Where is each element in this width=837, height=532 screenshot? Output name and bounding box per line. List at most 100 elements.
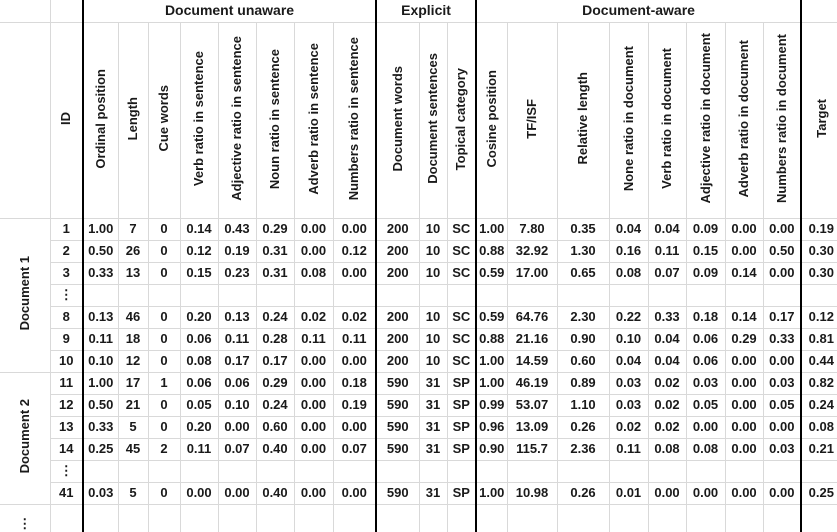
table-cell: 0.16	[609, 240, 649, 263]
table-cell	[375, 460, 420, 483]
cell-text: 0.26	[570, 485, 596, 501]
cell-text: 0.00	[300, 419, 327, 435]
cell-text: 0.06	[692, 331, 719, 347]
cell-text: 0.26	[570, 419, 596, 435]
table-cell: 0	[148, 240, 181, 263]
cell-text: 1.00	[479, 375, 505, 391]
cell-text: 0.03	[615, 397, 642, 413]
table-cell: 0.04	[609, 218, 649, 241]
table-cell: 0.11	[82, 328, 119, 351]
row-group-label: Document 2	[0, 372, 51, 505]
column-header: Ordinal position	[82, 22, 119, 219]
cell-text: 0.00	[769, 265, 795, 281]
table-cell: 0.26	[557, 416, 610, 439]
table-cell	[294, 460, 334, 483]
table-cell: 0.00	[333, 262, 377, 285]
column-header: ID	[50, 22, 84, 219]
cell-text: 0.10	[615, 331, 642, 347]
cell-text: 0.00	[341, 265, 367, 281]
table-cell	[294, 284, 334, 307]
cell-text: 10	[425, 309, 441, 325]
cell-text: SP	[452, 485, 470, 501]
ellipsis-cell: ⋮	[50, 284, 84, 307]
table-cell: 1.00	[475, 372, 508, 395]
table-cell: 0	[148, 350, 181, 373]
column-header: Cue words	[148, 22, 181, 219]
cell-text: 0.04	[615, 353, 642, 369]
table-cell: 21.16	[507, 328, 558, 351]
table-row: 14 0.25 45 2 0.11 0.07 0.40 0.00 0.07 590 31 SP 0.90…	[0, 438, 837, 461]
table-cell: 0.31	[256, 262, 295, 285]
table-cell	[557, 284, 610, 307]
table-cell: 0	[148, 306, 181, 329]
table-cell: 10	[419, 306, 448, 329]
table-cell: 0.00	[763, 482, 802, 505]
row-id-cell: 13	[50, 416, 84, 439]
cell-text: 0.03	[88, 485, 114, 501]
table-cell: 0.04	[648, 218, 687, 241]
table-cell: 0.18	[333, 372, 377, 395]
table-cell	[447, 284, 477, 307]
cell-text: 0.00	[692, 485, 719, 501]
table-cell	[333, 284, 377, 307]
column-header-row: ID Ordinal position Length Cue words Verb ra…	[0, 22, 837, 219]
table-cell: SP	[447, 416, 477, 439]
table-cell: 0.03	[763, 372, 802, 395]
cell-text: 0.04	[654, 331, 680, 347]
cell-text: 0.14	[731, 309, 757, 325]
cell-text: 200	[386, 309, 409, 325]
cell-text: 590	[386, 441, 409, 457]
table-cell: 0.89	[557, 372, 610, 395]
table-cell	[180, 284, 219, 307]
table-cell: 0.25	[82, 438, 119, 461]
table-cell: SC	[447, 350, 477, 373]
cell-text: 0.88	[479, 243, 505, 259]
group-header-label: Explicit	[401, 2, 451, 19]
cell-text: 0.16	[615, 243, 642, 259]
table-cell	[294, 504, 334, 532]
cell-text: 12	[59, 397, 74, 413]
table-cell: 0.11	[333, 328, 377, 351]
column-header-label: Adjective ratio in sentence	[229, 36, 245, 202]
table-cell	[256, 284, 295, 307]
cell-text: 0.60	[570, 353, 596, 369]
cell-text: 590	[386, 419, 409, 435]
cell-text: 46	[125, 309, 141, 325]
cell-text: 0.00	[300, 397, 327, 413]
cell-text: 0.02	[341, 309, 367, 325]
table-cell: 0.00	[294, 394, 334, 417]
column-header: Noun ratio in sentence	[256, 22, 295, 219]
table-cell: 0.01	[609, 482, 649, 505]
table-cell: 31	[419, 438, 448, 461]
table-cell: 0	[148, 416, 181, 439]
table-cell	[557, 504, 610, 532]
table-cell: 0.65	[557, 262, 610, 285]
table-cell: 0.02	[609, 416, 649, 439]
table-cell	[447, 460, 477, 483]
table-cell: 0.20	[180, 306, 219, 329]
cell-text: 0.08	[615, 265, 642, 281]
table-cell: 17.00	[507, 262, 558, 285]
table-cell: 0.11	[609, 438, 649, 461]
cell-text: 0.31	[262, 243, 288, 259]
table-row: 9 0.11 18 0 0.06 0.11 0.28 0.11 0.11 200 10 SC 0.88 2…	[0, 328, 837, 351]
cell-text: 7.80	[519, 221, 545, 237]
cell-text: 0.09	[692, 265, 719, 281]
cell-text: 0.02	[654, 375, 680, 391]
cell-text: 0	[160, 265, 168, 281]
cell-text: 10.98	[515, 485, 549, 501]
table-cell: 10.98	[507, 482, 558, 505]
table-cell: 5	[118, 482, 149, 505]
table-cell: 1.00	[475, 218, 508, 241]
cell-text: 0.00	[341, 221, 367, 237]
table-cell	[82, 460, 119, 483]
table-cell	[686, 460, 726, 483]
table-cell: 0.04	[648, 328, 687, 351]
cell-text: 0.00	[224, 419, 250, 435]
table-cell: 0.60	[557, 350, 610, 373]
cell-text: 10	[425, 243, 441, 259]
cell-text: 0.07	[341, 441, 367, 457]
table-cell: 0.29	[256, 218, 295, 241]
table-cell	[800, 460, 837, 483]
